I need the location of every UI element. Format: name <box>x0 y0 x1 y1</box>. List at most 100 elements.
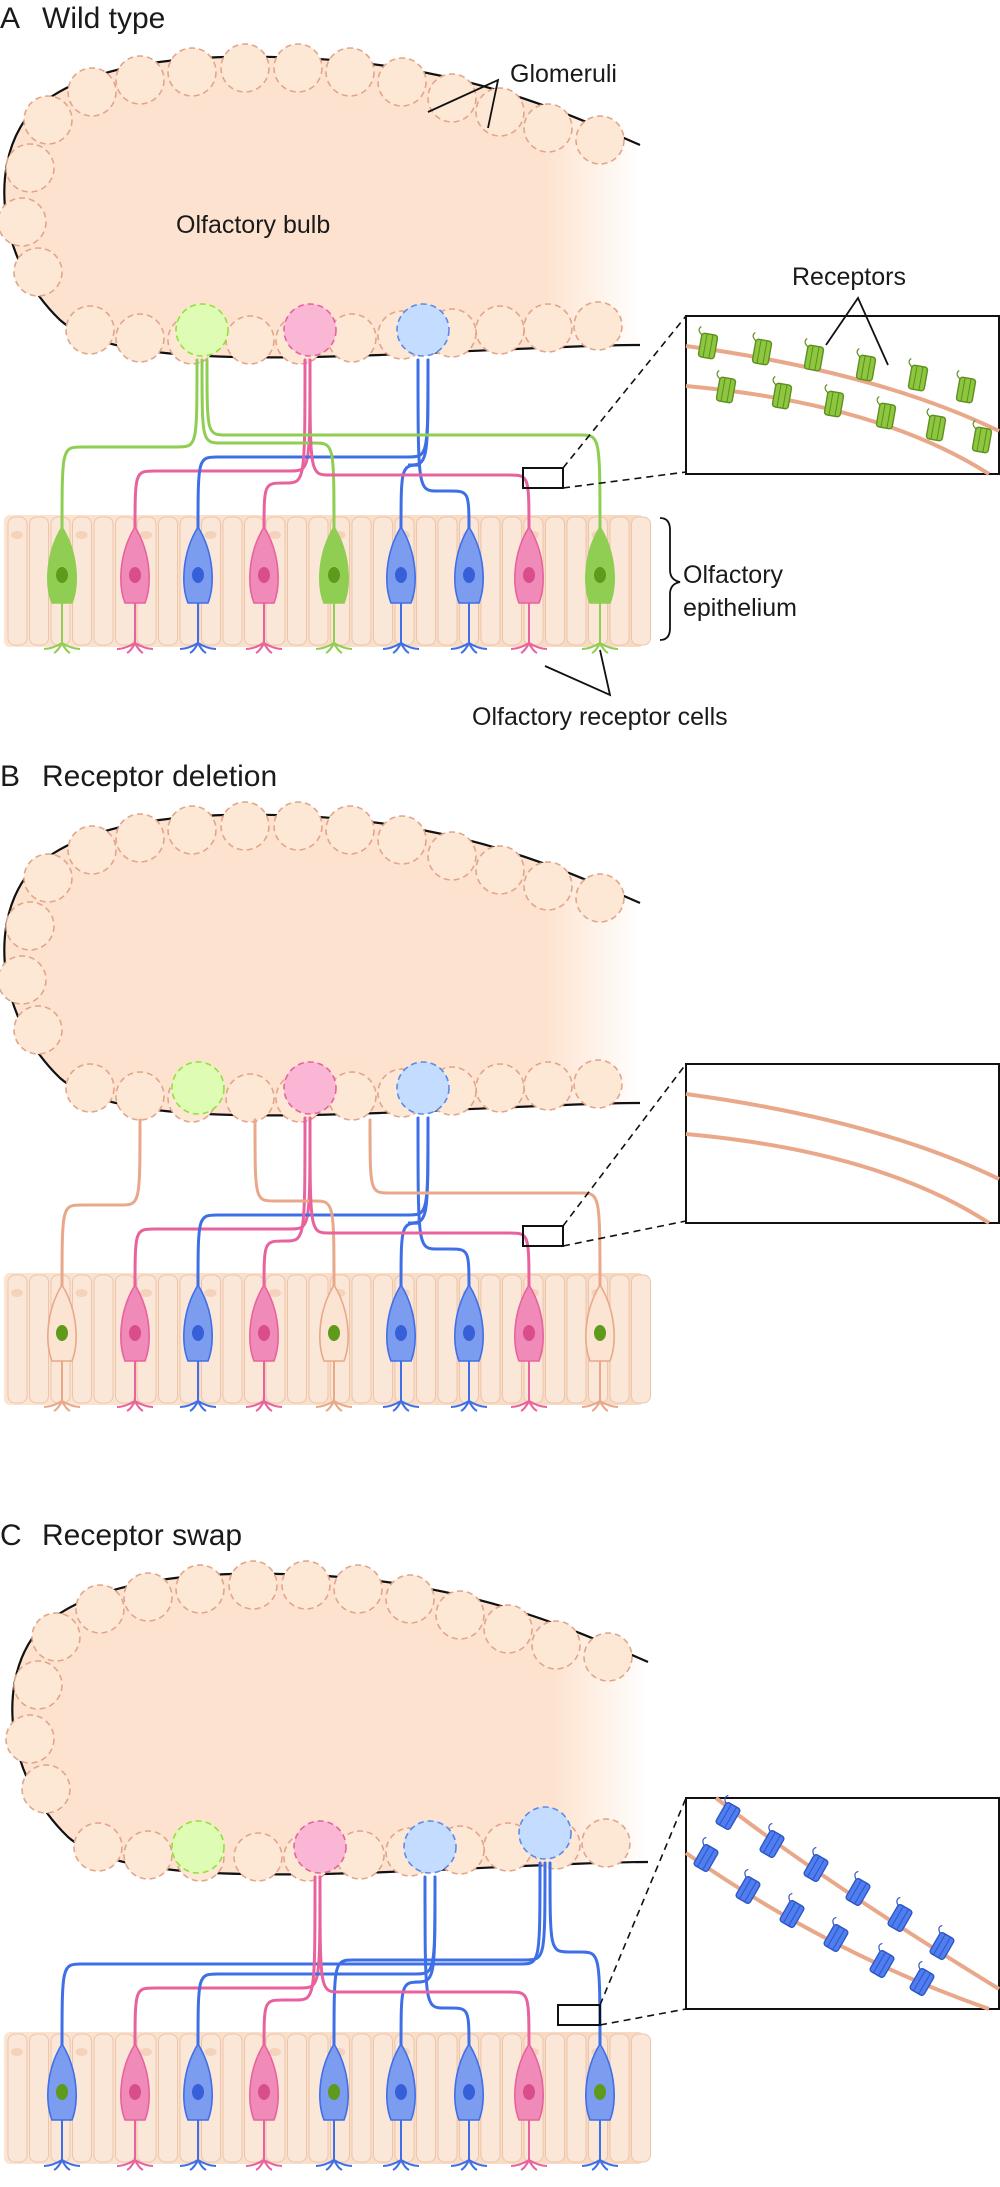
cell-nucleus <box>129 567 141 583</box>
supporting-cell-nucleus <box>269 1289 281 1297</box>
receptor-protein <box>803 1846 829 1882</box>
receptor-cell <box>315 525 353 654</box>
supporting-cell-nucleus <box>75 531 88 539</box>
olfactory-receptor-cells <box>43 2042 619 2171</box>
glomerulus <box>123 1830 173 1880</box>
supporting-cell-nucleus <box>11 1289 23 1297</box>
glomerulus <box>575 115 625 165</box>
cilia <box>179 603 217 654</box>
glomerulus <box>67 825 117 875</box>
glomerulus <box>273 43 323 93</box>
glomerulus <box>523 303 573 353</box>
receptor-cells-pointer <box>544 649 612 697</box>
zoom-source-box <box>557 2004 601 2026</box>
zoom-line-top <box>562 315 687 469</box>
glomerulus <box>475 1063 525 1113</box>
receptor-inset: Receptors <box>685 263 1000 476</box>
cell-nucleus <box>192 2084 204 2100</box>
axons <box>60 358 602 535</box>
glomerulus <box>115 55 165 105</box>
receptor-protein <box>715 370 737 404</box>
glomerulus <box>581 1818 631 1868</box>
olfactory-epithelium <box>4 2032 651 2164</box>
zoom-source-box <box>522 1225 564 1247</box>
glomerulus <box>583 1632 633 1682</box>
axons <box>60 1116 602 1293</box>
supporting-cell <box>287 516 307 646</box>
receptor-cell <box>382 525 420 654</box>
cilia <box>43 603 81 654</box>
glomerulus <box>333 1564 383 1614</box>
cilia <box>116 2120 154 2171</box>
axon <box>60 358 199 535</box>
receptor-protein <box>715 1794 741 1830</box>
membrane-upper <box>685 344 1000 433</box>
cell-nucleus <box>463 567 475 583</box>
cilia <box>179 1361 217 1412</box>
supporting-cell <box>351 2033 372 2163</box>
active-glomerulus <box>283 303 337 357</box>
supporting-cell-nucleus <box>140 1289 152 1297</box>
glomerulus <box>13 1660 63 1710</box>
supporting-cell <box>631 516 651 646</box>
glomerulus <box>0 955 47 1005</box>
axon <box>548 1861 602 2052</box>
supporting-cell-nucleus <box>269 2048 281 2056</box>
cilia <box>450 1361 488 1412</box>
glomerulus <box>115 1071 165 1121</box>
receptor-protein <box>929 1924 955 1960</box>
receptor-cell <box>581 2042 619 2171</box>
glomerulus <box>523 1061 573 1111</box>
axon <box>399 1116 430 1293</box>
receptor-protein <box>759 1822 785 1858</box>
cell-nucleus <box>258 2084 270 2100</box>
glomerulus <box>573 1059 623 1109</box>
receptor-protein <box>909 1960 935 1996</box>
olfactory-bulb <box>5 1560 649 1882</box>
supporting-cell <box>158 516 178 646</box>
supporting-cell-nucleus <box>204 2048 217 2056</box>
axon <box>205 358 602 535</box>
supporting-cell <box>545 2033 565 2163</box>
axon <box>196 358 430 535</box>
axon <box>399 358 430 535</box>
glomerulus <box>475 305 525 355</box>
receptor-cell <box>382 1283 420 1412</box>
axon <box>200 358 336 535</box>
cilia <box>315 603 353 654</box>
axon <box>133 1116 312 1293</box>
label-epithelium-1: Olfactory <box>683 561 784 589</box>
zoom-line-top <box>599 1797 687 2006</box>
active-glomerulus <box>396 303 450 357</box>
receptor-cell <box>450 2042 488 2171</box>
glomerulus <box>13 1005 63 1055</box>
supporting-cell <box>287 1274 307 1404</box>
axon <box>308 358 531 535</box>
cilia <box>450 603 488 654</box>
glomeruli-ring <box>0 801 625 1123</box>
glomerulus <box>31 1612 81 1662</box>
glomerulus <box>377 57 427 107</box>
glomerulus <box>75 1584 125 1634</box>
receptor-protein <box>925 408 947 442</box>
cell-nucleus <box>523 1325 535 1341</box>
cell-nucleus <box>328 2084 340 2100</box>
glomerulus <box>0 197 47 247</box>
receptor-cell <box>510 2042 548 2171</box>
cilia <box>382 603 420 654</box>
zoom-line-bottom <box>562 1220 687 1247</box>
receptor-cell <box>116 1283 154 1412</box>
receptor-cell <box>179 2042 217 2171</box>
receptor-cell <box>450 525 488 654</box>
glomerulus <box>325 47 375 97</box>
panel-b: B Receptor deletion <box>0 760 1000 1412</box>
receptor-protein <box>971 420 993 454</box>
glomerulus <box>5 143 55 193</box>
receptors-pointer <box>825 296 889 366</box>
glomerulus <box>427 73 477 123</box>
receptor-protein <box>823 1916 849 1952</box>
receptor-protein <box>779 1892 805 1928</box>
glomerulus <box>273 801 323 851</box>
cell-nucleus <box>463 1325 475 1341</box>
